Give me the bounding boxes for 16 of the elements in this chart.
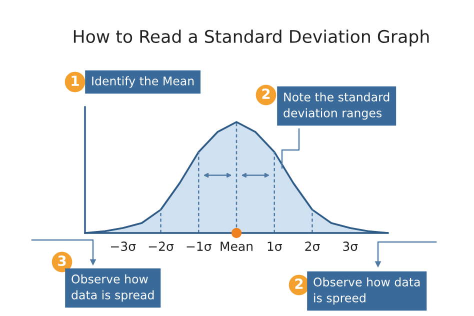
text: 2 xyxy=(295,278,303,289)
text: 3 xyxy=(58,256,66,266)
x-tick-label: Mean xyxy=(220,242,252,252)
text: Observe how data is spread xyxy=(72,274,154,302)
x-tick-label: 2σ xyxy=(305,242,320,252)
text: Identify the Mean xyxy=(92,76,194,88)
chart-title: How to Read a Standard Deviation Graph xyxy=(74,30,429,46)
text: Note the standard deviation ranges xyxy=(284,92,390,120)
text: 1 xyxy=(72,76,79,86)
x-tick-label: 1σ xyxy=(268,242,282,252)
text: 2 xyxy=(262,88,270,99)
x-tick-label: −3σ xyxy=(111,242,136,252)
x-tick-label: 3σ xyxy=(343,242,358,252)
x-tick-label: −2σ xyxy=(148,242,174,252)
x-tick-label: −1σ xyxy=(186,242,212,252)
text: Observe how data is spreed xyxy=(314,277,420,305)
